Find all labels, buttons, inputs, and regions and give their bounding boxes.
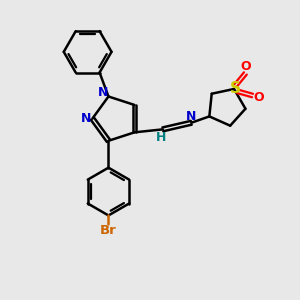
Text: O: O [254, 91, 264, 103]
Text: N: N [81, 112, 91, 125]
Text: N: N [98, 86, 108, 99]
Text: H: H [156, 131, 167, 144]
Text: S: S [230, 82, 241, 97]
Text: N: N [186, 110, 196, 123]
Text: Br: Br [100, 224, 117, 238]
Text: O: O [240, 60, 251, 74]
